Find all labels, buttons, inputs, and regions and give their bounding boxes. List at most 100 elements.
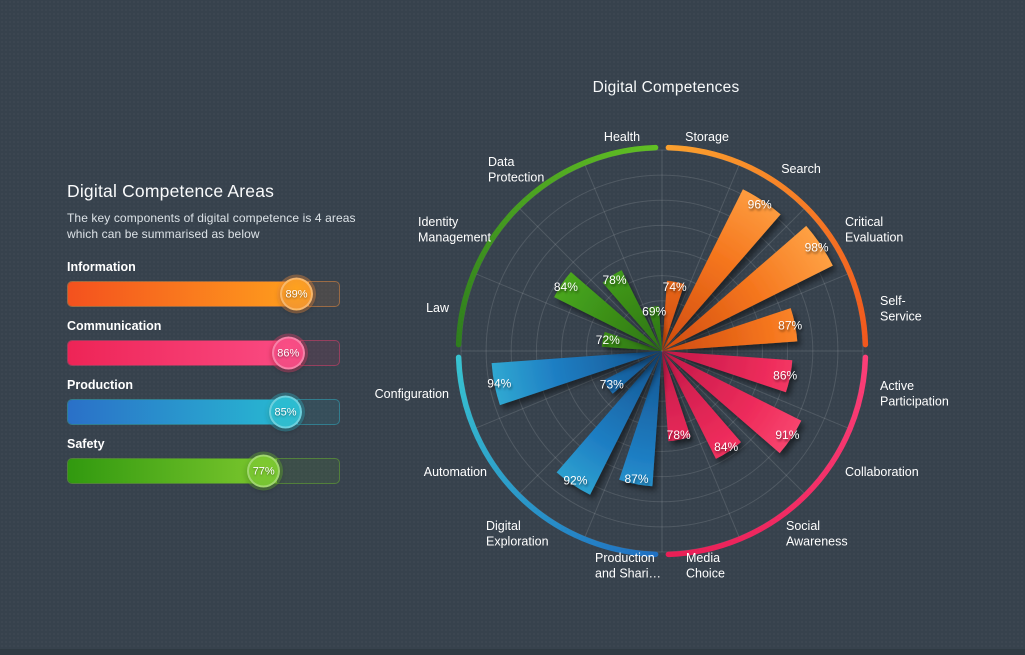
sector-value-label: 91% — [775, 428, 799, 442]
sector-value-label: 86% — [773, 369, 797, 383]
quadrant-ring-production — [455, 354, 659, 558]
progress-knob[interactable]: 77% — [247, 454, 281, 488]
sector-value-label: 69% — [642, 305, 666, 319]
sector-value-label: 78% — [667, 428, 691, 442]
sector-value-label: 92% — [563, 474, 587, 488]
panel-title: Digital Competence Areas — [67, 181, 275, 201]
chart-sector-collaboration[interactable] — [662, 351, 802, 454]
panel-subtitle-line: which can be summarised as below — [67, 226, 260, 241]
chart-sector-data-protection[interactable] — [602, 270, 662, 351]
competence-area-communication: Communication 86% — [67, 319, 340, 370]
grid-radial-line — [661, 165, 740, 352]
grid-ring — [460, 149, 864, 553]
grid-ring — [510, 199, 814, 503]
quadrant-ring-communication — [665, 354, 869, 558]
sector-value-label: 84% — [714, 440, 738, 454]
progress-value: 77% — [252, 465, 275, 477]
sector-value-label: 96% — [748, 198, 772, 212]
sector-value-label: 94% — [487, 376, 511, 390]
grid-radial-line — [476, 350, 663, 429]
grid-radial-line — [661, 350, 805, 494]
area-label: Production — [67, 378, 133, 392]
grid-radial-line — [661, 208, 805, 352]
grid-ring — [561, 250, 763, 452]
category-label-critical-evaluation: Critical Evaluation — [845, 215, 903, 245]
category-label-search: Search — [781, 162, 821, 176]
sector-value-label: 87% — [624, 472, 648, 486]
progress-track[interactable]: 89% — [67, 277, 340, 311]
progress-fill — [68, 400, 299, 424]
sector-value-label: 73% — [600, 378, 624, 392]
category-label-self-service: Self-Service — [880, 294, 922, 324]
progress-knob[interactable]: 85% — [269, 395, 303, 429]
quadrant-ring-information — [665, 144, 869, 348]
grid-radial-line — [584, 165, 663, 352]
progress-value: 85% — [274, 406, 297, 418]
progress-track[interactable]: 77% — [67, 454, 340, 488]
category-label-storage: Storage — [685, 130, 729, 144]
chart-title: Digital Competences — [592, 78, 740, 96]
category-label-media-choice: Media Choice — [686, 551, 725, 581]
category-label-identity-management: Identity Management — [418, 215, 491, 245]
area-label: Communication — [67, 319, 162, 333]
chart-sector-critical-evaluation[interactable] — [662, 225, 833, 351]
progress-track[interactable]: 86% — [67, 336, 340, 370]
chart-sector-law[interactable] — [601, 331, 662, 351]
progress-value: 89% — [285, 288, 308, 300]
grid-ring — [636, 325, 688, 377]
category-label-configuration: Configuration — [375, 387, 449, 401]
progress-value: 86% — [277, 347, 300, 359]
panel-subtitle-line: The key components of digital competence… — [67, 211, 356, 225]
sector-value-label: 84% — [554, 280, 578, 294]
progress-knob[interactable]: 89% — [279, 277, 313, 311]
footer-strip — [0, 649, 1025, 655]
category-label-health: Health — [604, 130, 640, 144]
category-label-law: Law — [426, 301, 450, 315]
chart-sector-production-and-shari-[interactable] — [619, 351, 662, 487]
grid-radial-line — [661, 350, 740, 537]
progress-track[interactable]: 85% — [67, 395, 340, 429]
sector-value-label: 87% — [778, 319, 802, 333]
chart-sector-automation[interactable] — [603, 351, 662, 394]
chart-sector-media-choice[interactable] — [662, 351, 691, 442]
grid-ring — [586, 275, 738, 427]
sector-value-label: 98% — [805, 241, 829, 255]
grid-radial-line — [476, 273, 663, 352]
sector-value-label: 74% — [663, 280, 687, 294]
chart-sector-configuration[interactable] — [491, 351, 662, 406]
polar-grid — [460, 149, 864, 553]
chart-sector-search[interactable] — [662, 189, 781, 351]
chart-sector-identity-management[interactable] — [554, 272, 662, 351]
quadrant-ring-safety — [455, 144, 659, 348]
category-label-production-and-shari-: Production and Shari… — [595, 551, 661, 581]
competence-panel: Digital Competence Areas The key compone… — [67, 181, 377, 496]
panel-subtitle: The key components of digital competence… — [67, 211, 377, 242]
chart-sector-storage[interactable] — [662, 280, 685, 351]
grid-radial-line — [584, 350, 663, 537]
grid-radial-line — [661, 350, 848, 429]
sector-value-label: 78% — [602, 273, 626, 287]
competence-areas-list: Information 89% Communication 86% Production… — [67, 260, 377, 488]
grid-ring — [611, 300, 713, 402]
sector-value-label: 72% — [596, 333, 620, 347]
progress-fill — [68, 459, 277, 483]
competence-area-information: Information 89% — [67, 260, 340, 311]
chart-sector-health[interactable] — [647, 305, 662, 351]
chart-sector-social-awareness[interactable] — [662, 351, 741, 459]
chart-sector-active-participation[interactable] — [662, 351, 793, 393]
category-label-automation: Automation — [424, 465, 487, 479]
grid-radial-line — [519, 208, 663, 352]
grid-ring — [485, 174, 839, 528]
chart-sector-self-service[interactable] — [662, 308, 798, 351]
grid-radial-line — [661, 273, 848, 352]
category-label-collaboration: Collaboration — [845, 465, 919, 479]
category-label-digital-exploration: Digital Exploration — [486, 519, 549, 549]
category-label-social-awareness: Social Awareness — [786, 519, 848, 549]
progress-fill — [68, 282, 310, 306]
chart-sector-digital-exploration[interactable] — [556, 351, 662, 495]
competence-area-safety: Safety 77% — [67, 437, 340, 488]
progress-knob[interactable]: 86% — [271, 336, 305, 370]
competence-area-production: Production 85% — [67, 378, 340, 429]
